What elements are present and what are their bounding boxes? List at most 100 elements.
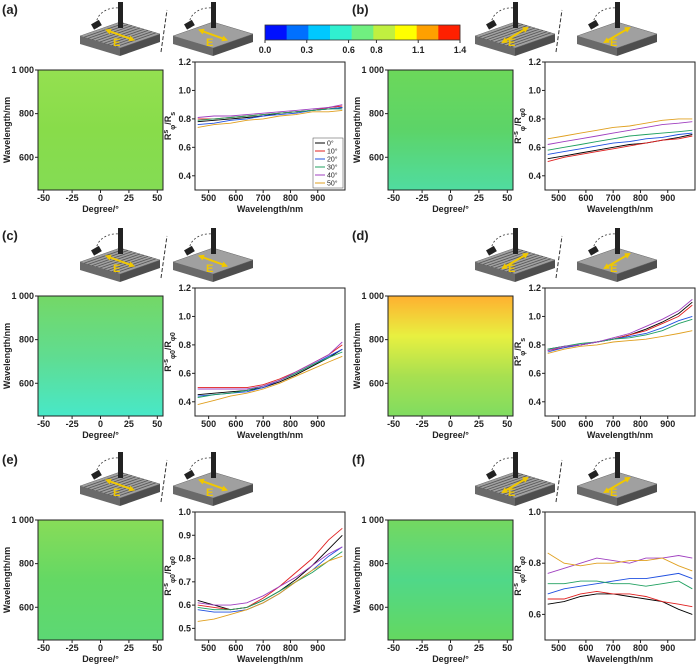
x-axis-title: Wavelength/nm — [237, 204, 303, 214]
arrow-head — [104, 254, 112, 261]
legend-label: 30° — [327, 164, 338, 172]
arrow-shaft — [504, 254, 526, 268]
y-axis-title: R-sφ0/Rφ0 — [513, 556, 527, 596]
colorbar-tick-label: 0.8 — [370, 45, 383, 55]
x-tick-label: 25 — [124, 419, 134, 429]
arrow-shaft — [606, 478, 628, 492]
grating-line — [510, 32, 552, 48]
series-line — [547, 299, 693, 352]
rotation-arc — [95, 233, 120, 255]
series-line — [197, 348, 343, 396]
x-axis-title: Degree/° — [432, 654, 469, 664]
y-axis-title-part: φ0 — [520, 574, 527, 583]
grating-line — [502, 480, 544, 495]
x-tick-label: 700 — [256, 643, 271, 653]
x-tick-label: 700 — [606, 419, 621, 429]
x-tick-label: 800 — [283, 643, 298, 653]
y-axis-title: Wavelength/nm — [2, 547, 12, 613]
field-arrow — [501, 477, 529, 493]
slab-right — [617, 34, 657, 56]
field-label: E — [610, 487, 617, 499]
slab-left — [475, 262, 515, 282]
x-axis-title: Wavelength/nm — [237, 430, 303, 440]
heatmap — [388, 70, 513, 190]
y-axis-title: Wavelength/nm — [352, 547, 362, 613]
y-tick-label: 0.8 — [178, 554, 191, 564]
y-axis-title-part: -s — [163, 583, 170, 589]
field-label: E — [113, 263, 120, 275]
grating-line — [115, 482, 157, 498]
rotation-arc — [188, 7, 213, 29]
arrow-head — [104, 478, 112, 485]
y-axis-title-part: R — [163, 365, 173, 372]
field-label: E — [610, 37, 617, 49]
detector — [615, 2, 620, 28]
field-arrow — [197, 28, 229, 42]
y-axis-title: R-sφ/Rφ0 — [513, 108, 527, 144]
series-line — [197, 109, 343, 128]
detector — [615, 228, 620, 254]
grating-line — [83, 472, 125, 488]
heatmap — [38, 296, 163, 416]
y-tick-label: 1.2 — [528, 283, 541, 293]
arrow-head — [603, 487, 610, 493]
grating-line — [502, 30, 544, 45]
divider — [555, 235, 563, 279]
x-tick-label: 900 — [660, 193, 675, 203]
y-axis-title-part: φ0 — [170, 574, 177, 583]
series-line — [547, 118, 693, 140]
field-arrow — [104, 254, 136, 268]
x-tick-label: 50 — [152, 419, 162, 429]
y-tick-label: 0.5 — [178, 623, 191, 633]
series-line — [197, 527, 343, 611]
divider — [160, 9, 168, 53]
y-axis-title-part: s — [520, 338, 527, 342]
x-tick-label: -50 — [387, 419, 400, 429]
x-tick-label: 50 — [152, 193, 162, 203]
colorbar-cell — [265, 25, 287, 40]
slab-right — [213, 484, 253, 506]
slab-right — [515, 34, 555, 56]
x-tick-label: 500 — [551, 643, 566, 653]
field-arrow — [501, 27, 529, 43]
x-tick-label: 600 — [228, 193, 243, 203]
schematic: E — [474, 452, 556, 506]
arrow-head — [197, 254, 205, 261]
source — [588, 19, 599, 30]
grating-line — [478, 22, 520, 38]
schematic: E — [79, 228, 161, 282]
rotation-arc — [490, 7, 515, 29]
x-axis-title: Wavelength/nm — [587, 204, 653, 214]
source — [486, 245, 497, 256]
y-axis-title-part: R — [163, 589, 173, 596]
colorbar-cell — [286, 25, 309, 40]
y-axis-title-part: R — [513, 589, 523, 596]
slab-right — [617, 260, 657, 282]
x-axis-title: Degree/° — [82, 204, 119, 214]
x-axis-title: Degree/° — [432, 430, 469, 440]
source — [184, 469, 195, 480]
arrow-head — [624, 253, 631, 259]
y-axis-title-part: /R — [513, 341, 523, 351]
y-axis-title: Wavelength/nm — [2, 323, 12, 389]
y-tick-label: 600 — [19, 602, 34, 612]
y-axis-title-part: φ — [520, 351, 527, 356]
x-tick-label: 800 — [633, 643, 648, 653]
y-tick-label: 0.4 — [178, 171, 191, 181]
slab-left — [475, 486, 515, 506]
grating-line — [510, 482, 552, 498]
source — [91, 19, 102, 30]
y-tick-label: 0.8 — [528, 114, 541, 124]
x-tick-label: 900 — [660, 419, 675, 429]
x-tick-label: 600 — [578, 193, 593, 203]
source — [91, 245, 102, 256]
x-tick-label: -25 — [66, 193, 79, 203]
slab-left — [80, 486, 120, 506]
rotation-arc — [592, 7, 617, 29]
y-tick-label: 1 000 — [361, 65, 384, 75]
slab-right — [120, 260, 160, 282]
arrow-head — [522, 477, 529, 483]
arrow-head — [501, 487, 508, 493]
slab-left — [173, 486, 213, 506]
series-line — [547, 132, 693, 155]
